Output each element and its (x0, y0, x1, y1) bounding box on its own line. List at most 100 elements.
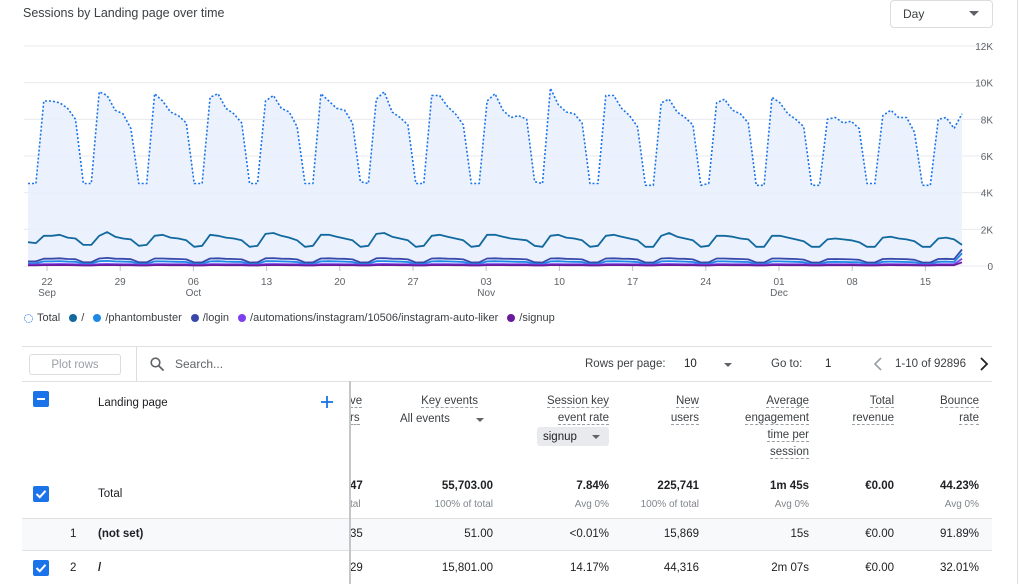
row-landing-page[interactable]: / (98, 562, 102, 574)
add-dimension-icon[interactable] (320, 395, 334, 409)
legend-label: /automations/instagram/10506/instagram-a… (250, 312, 499, 324)
row-revenue: €0.00 (865, 562, 894, 574)
x-tick-label: 15 (920, 277, 932, 288)
goto-input[interactable]: 1 (825, 358, 832, 370)
check-icon (35, 490, 47, 499)
session-key-filter-chip[interactable]: signup (537, 427, 609, 446)
key-events-filter-label: All events (400, 413, 450, 425)
row-new-users: 15,869 (663, 528, 699, 540)
row-divider (22, 518, 992, 519)
total-new-users: 225,741 (657, 480, 699, 492)
series-line-signup (28, 261, 963, 267)
revenue-header-line1: Total (869, 395, 894, 408)
new-users-header-line1: New (675, 395, 699, 408)
session-key-filter-label: signup (543, 430, 577, 443)
period-select[interactable]: Day (890, 0, 993, 28)
revenue-header-line2: revenue (852, 412, 894, 425)
row-checkbox[interactable] (33, 560, 49, 576)
legend-swatch (507, 314, 516, 322)
next-page-icon[interactable] (977, 356, 991, 372)
legend-item[interactable]: /login (190, 312, 230, 324)
legend-item[interactable]: Total (24, 312, 60, 324)
legend-label: / (81, 312, 85, 324)
y-tick-label: 0 (987, 262, 993, 273)
row-revenue: €0.00 (865, 528, 894, 540)
row-clipped-value: 35 (350, 528, 363, 540)
clipped-header-line1: ve (350, 395, 362, 408)
x-tick-month: Nov (477, 288, 495, 299)
series-line-phantombuster (28, 252, 963, 265)
prev-page-icon[interactable] (872, 356, 886, 372)
legend-swatch (24, 313, 33, 323)
total-session-key-rate: 7.84% (576, 480, 609, 492)
rows-per-page-caret-icon[interactable] (724, 363, 732, 367)
x-tick-label: 20 (334, 277, 346, 288)
row-divider (22, 550, 992, 551)
period-select-value: Day (903, 7, 925, 21)
toolbar-divider (136, 347, 137, 381)
total-area (28, 88, 962, 266)
legend-swatch (238, 314, 247, 322)
row-session-key-rate: 14.17% (569, 562, 609, 574)
legend-item[interactable]: /phantombuster (93, 312, 182, 324)
bounce-header-line2: rate (959, 412, 979, 425)
new-users-header[interactable]: New users (630, 393, 699, 427)
rows-per-page-label: Rows per page: (585, 358, 666, 370)
legend-item[interactable]: / (69, 312, 84, 324)
total-avg-engagement: 1m 45s (769, 480, 809, 492)
rows-per-page-select[interactable]: 10 (684, 358, 697, 370)
total-bounce-rate-sub: Avg 0% (944, 499, 979, 510)
x-tick-month: Oct (186, 288, 202, 299)
check-icon (35, 564, 47, 573)
x-tick-label: 29 (115, 277, 127, 288)
right-edge-rule (1017, 0, 1018, 584)
row-clipped-value: 29 (350, 562, 363, 574)
avg-eng-header-line4: session (770, 446, 809, 459)
x-tick-label: 13 (261, 277, 273, 288)
y-tick-label: 12K (975, 42, 993, 53)
key-events-header-label: Key events (421, 395, 478, 408)
sticky-column-divider (349, 381, 351, 584)
x-tick-label: 17 (627, 277, 639, 288)
x-tick-month: Sep (38, 288, 56, 299)
search-input[interactable] (175, 357, 375, 371)
legend-item[interactable]: /signup (507, 312, 555, 324)
total-session-key-rate-sub: Avg 0% (574, 499, 609, 510)
y-tick-label: 4K (981, 189, 994, 200)
x-tick-label: 24 (700, 277, 712, 288)
row-key-events: 15,801.00 (441, 562, 493, 574)
row-avg-engagement: 15s (790, 528, 809, 540)
legend-swatch (93, 314, 102, 322)
legend-label: /signup (519, 312, 555, 324)
select-all-checkbox[interactable] (33, 391, 49, 407)
legend-swatch (190, 314, 199, 322)
total-row-checkbox[interactable] (33, 486, 49, 502)
table-row[interactable] (22, 518, 992, 550)
row-bounce-rate: 32.01% (939, 562, 979, 574)
clipped-metric-header[interactable]: ve rs (350, 393, 362, 427)
x-tick-label: 08 (847, 277, 859, 288)
dimension-header[interactable]: Landing page (98, 397, 168, 409)
new-users-header-line2: users (670, 412, 699, 425)
total-key-events: 55,703.00 (441, 480, 493, 492)
caret-down-icon (969, 11, 979, 16)
total-revenue-header[interactable]: Total revenue (830, 393, 894, 427)
row-index: 2 (70, 562, 77, 574)
key-events-filter[interactable]: All events (400, 411, 470, 428)
plot-rows-button[interactable]: Plot rows (29, 354, 121, 375)
legend-item[interactable]: /automations/instagram/10506/instagram-a… (238, 312, 498, 324)
session-key-header-line2: event rate (557, 412, 609, 425)
session-key-rate-header[interactable]: Session key event rate (520, 393, 609, 427)
row-landing-page[interactable]: (not set) (98, 528, 144, 540)
bounce-rate-header[interactable]: Bounce rate (915, 393, 979, 427)
y-tick-label: 6K (981, 152, 994, 163)
legend-label: /login (202, 312, 230, 324)
key-events-filter-caret-icon[interactable] (476, 418, 484, 422)
legend-swatch (69, 314, 78, 322)
avg-engagement-header[interactable]: Average engagement time per session (720, 393, 809, 461)
key-events-header[interactable]: Key events (380, 393, 478, 410)
search-icon (150, 357, 164, 371)
total-avg-engagement-sub: Avg 0% (774, 499, 809, 510)
toolbar-top-divider (22, 346, 992, 347)
